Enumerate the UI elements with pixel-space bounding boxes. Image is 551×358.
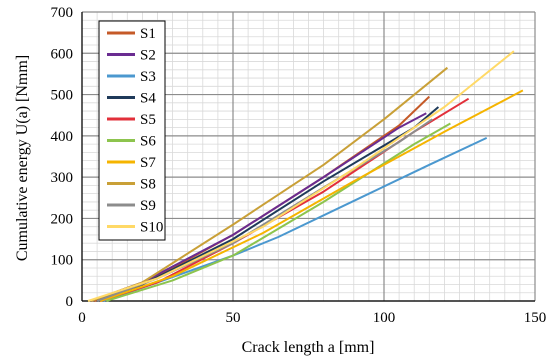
legend-label-s8: S8 [140, 177, 156, 193]
x-tick-label: 150 [524, 310, 547, 326]
series-line-s10 [87, 50, 515, 302]
legend-label-s9: S9 [140, 198, 156, 214]
y-tick-label: 0 [66, 294, 74, 310]
y-tick-label: 300 [51, 170, 74, 186]
legend-label-s6: S6 [140, 134, 156, 150]
y-tick-label: 100 [51, 253, 74, 269]
x-tick-label: 50 [226, 310, 241, 326]
x-axis-title: Crack length a [mm] [242, 339, 375, 356]
y-tick-label: 600 [51, 46, 74, 62]
x-tick-label: 0 [78, 310, 86, 326]
series-lines [87, 50, 524, 302]
y-tick-label: 200 [51, 211, 74, 227]
y-tick-label: 400 [51, 129, 74, 145]
legend-label-s10: S10 [140, 220, 163, 236]
x-tick-label: 100 [373, 310, 396, 326]
y-tick-label: 700 [51, 5, 74, 21]
y-tick-label: 500 [51, 88, 74, 104]
grid [81, 11, 536, 302]
legend-label-s5: S5 [140, 112, 156, 128]
legend-label-s7: S7 [140, 155, 156, 171]
tick-labels: 0 50 100 150 0 100 200 300 400 500 600 700 [51, 5, 547, 326]
series-line-s7 [99, 89, 524, 302]
series-line-s6 [105, 122, 451, 302]
legend-label-s1: S1 [140, 26, 156, 42]
legend: S1 S2 S3 S4 S5 S6 S7 S8 S9 S10 [98, 20, 166, 241]
y-axis-title: Cumulative energy U(a) [Nmm] [14, 55, 31, 261]
legend-label-s4: S4 [140, 91, 156, 107]
legend-label-s3: S3 [140, 69, 156, 85]
legend-label-s2: S2 [140, 48, 156, 64]
